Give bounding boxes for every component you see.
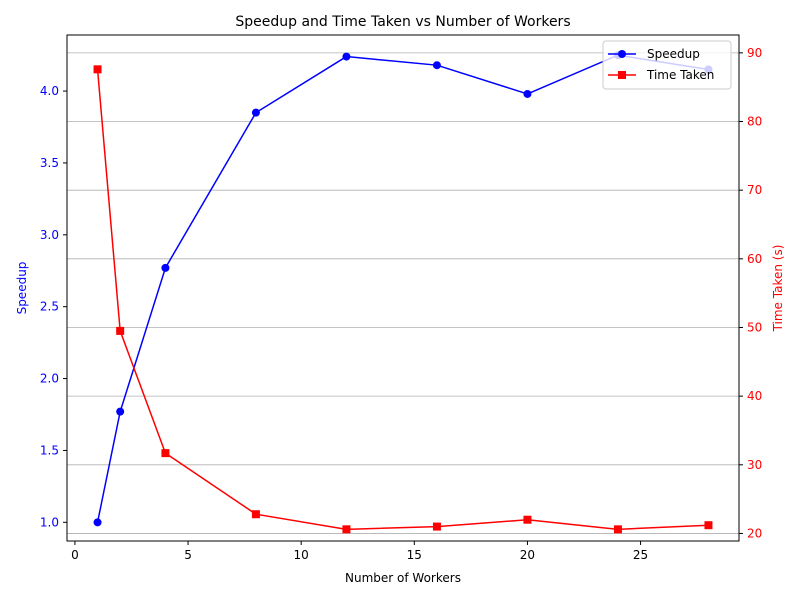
series-0-point-3 — [251, 108, 260, 117]
y-left-tick-label-4: 3.0 — [40, 228, 59, 242]
y-right-tick-label-4: 60 — [747, 252, 762, 266]
y-axis-right: 20 30 40 50 60 70 80 90 — [739, 46, 762, 540]
series-1-point-8 — [704, 521, 713, 530]
y-right-tick-label-6: 80 — [747, 115, 762, 129]
series-0-point-0 — [93, 518, 102, 527]
x-tick-label-4: 20 — [520, 548, 535, 562]
y-axis-left: 1.0 1.5 2.0 2.5 3.0 3.5 4.0 — [40, 84, 67, 529]
series-1-point-3 — [251, 510, 260, 519]
y-right-tick-label-0: 20 — [747, 526, 762, 540]
series-1-point-2 — [161, 449, 170, 458]
plot-frame — [66, 34, 740, 542]
y-axis-left-title: Speedup — [15, 262, 29, 315]
series-0-point-1 — [116, 407, 125, 416]
series-1-point-5 — [432, 522, 441, 531]
series-0-point-4 — [342, 52, 351, 61]
y-right-tick-label-7: 90 — [747, 46, 762, 60]
x-axis: 0 5 10 15 20 25 — [71, 541, 648, 562]
series-1 — [93, 65, 713, 534]
y-right-tick-label-3: 50 — [747, 320, 762, 334]
series-1-point-6 — [523, 515, 532, 524]
series-0-point-2 — [161, 263, 170, 272]
y-axis-right-title: Time Taken (s) — [771, 245, 785, 333]
grid-lines — [67, 52, 739, 534]
series-1-point-1 — [116, 326, 125, 335]
y-left-tick-label-2: 2.0 — [40, 372, 59, 386]
y-left-tick-label-3: 2.5 — [40, 300, 59, 314]
x-tick-label-5: 25 — [633, 548, 648, 562]
chart-title: Speedup and Time Taken vs Number of Work… — [235, 14, 570, 30]
x-tick-label-2: 10 — [294, 548, 309, 562]
legend-speedup-label: Speedup — [647, 47, 700, 61]
series-1-point-7 — [613, 525, 622, 534]
x-tick-label-0: 0 — [71, 548, 79, 562]
legend-time-label: Time Taken — [646, 68, 714, 82]
x-axis-title: Number of Workers — [345, 571, 461, 585]
y-left-tick-label-6: 4.0 — [40, 84, 59, 98]
y-right-tick-label-5: 70 — [747, 183, 762, 197]
y-left-tick-label-5: 3.5 — [40, 156, 59, 170]
legend-speedup-marker — [618, 50, 626, 58]
y-left-tick-label-1: 1.5 — [40, 443, 59, 457]
legend-box — [602, 40, 732, 90]
series-1-point-0 — [93, 65, 102, 74]
series-0-point-6 — [523, 89, 532, 98]
series-1-point-4 — [342, 525, 351, 534]
series-0-point-5 — [432, 61, 441, 70]
x-tick-label-3: 15 — [407, 548, 422, 562]
legend: Speedup Time Taken — [602, 40, 732, 90]
y-right-tick-label-1: 30 — [747, 458, 762, 472]
x-tick-label-1: 5 — [184, 548, 192, 562]
y-left-tick-label-0: 1.0 — [40, 515, 59, 529]
legend-time-marker — [618, 71, 626, 79]
y-right-tick-label-2: 40 — [747, 389, 762, 403]
